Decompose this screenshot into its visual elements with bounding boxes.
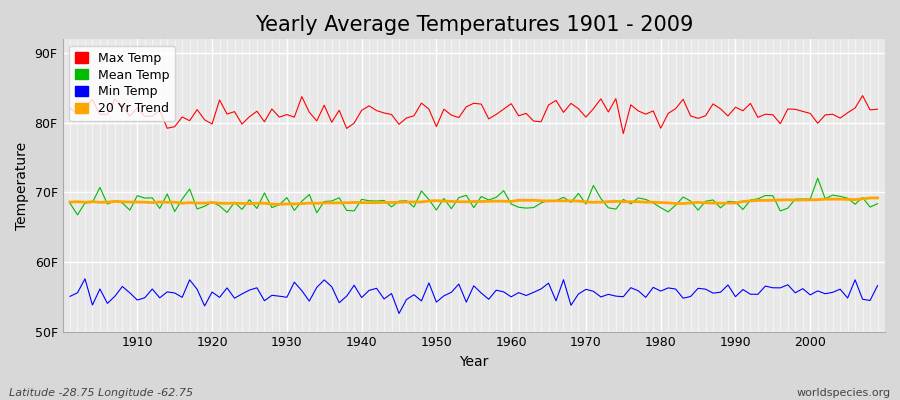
20 Yr Trend (274, 202, 284, 207)
Mean Temp (341, 208, 352, 213)
Mean Temp (72, 212, 83, 217)
Mean Temp (506, 202, 517, 206)
Min Temp (393, 311, 404, 316)
Text: Latitude -28.75 Longitude -62.75: Latitude -28.75 Longitude -62.75 (9, 388, 194, 398)
Max Temp (499, 107, 509, 112)
Max Temp (65, 106, 76, 111)
Min Temp (872, 283, 883, 288)
Mean Temp (296, 199, 307, 204)
Min Temp (521, 293, 532, 298)
Mean Temp (132, 193, 143, 198)
20 Yr Trend (296, 201, 307, 206)
Line: Max Temp: Max Temp (70, 96, 878, 134)
20 Yr Trend (341, 200, 352, 205)
20 Yr Trend (65, 200, 76, 204)
20 Yr Trend (603, 199, 614, 204)
Mean Temp (65, 201, 76, 206)
Min Temp (65, 294, 76, 299)
Mean Temp (603, 206, 614, 210)
Max Temp (289, 115, 300, 120)
Max Temp (857, 93, 868, 98)
Line: Min Temp: Min Temp (70, 279, 878, 314)
20 Yr Trend (872, 196, 883, 200)
Max Temp (334, 108, 345, 113)
20 Yr Trend (513, 198, 524, 203)
Min Temp (610, 294, 621, 298)
Mean Temp (513, 205, 524, 210)
Max Temp (506, 101, 517, 106)
Max Temp (596, 96, 607, 101)
20 Yr Trend (124, 200, 135, 204)
Y-axis label: Temperature: Temperature (15, 141, 29, 230)
Max Temp (124, 114, 135, 119)
Min Temp (341, 294, 352, 299)
Line: 20 Yr Trend: 20 Yr Trend (70, 198, 878, 204)
Min Temp (513, 290, 524, 295)
X-axis label: Year: Year (459, 355, 489, 369)
Min Temp (132, 298, 143, 302)
Mean Temp (813, 176, 824, 180)
20 Yr Trend (506, 199, 517, 204)
Max Temp (618, 131, 629, 136)
Title: Yearly Average Temperatures 1901 - 2009: Yearly Average Temperatures 1901 - 2009 (255, 15, 693, 35)
Max Temp (872, 107, 883, 112)
Min Temp (79, 276, 90, 281)
Text: worldspecies.org: worldspecies.org (796, 388, 891, 398)
Legend: Max Temp, Mean Temp, Min Temp, 20 Yr Trend: Max Temp, Mean Temp, Min Temp, 20 Yr Tre… (68, 46, 176, 121)
Min Temp (296, 288, 307, 293)
Line: Mean Temp: Mean Temp (70, 178, 878, 215)
Mean Temp (872, 201, 883, 206)
